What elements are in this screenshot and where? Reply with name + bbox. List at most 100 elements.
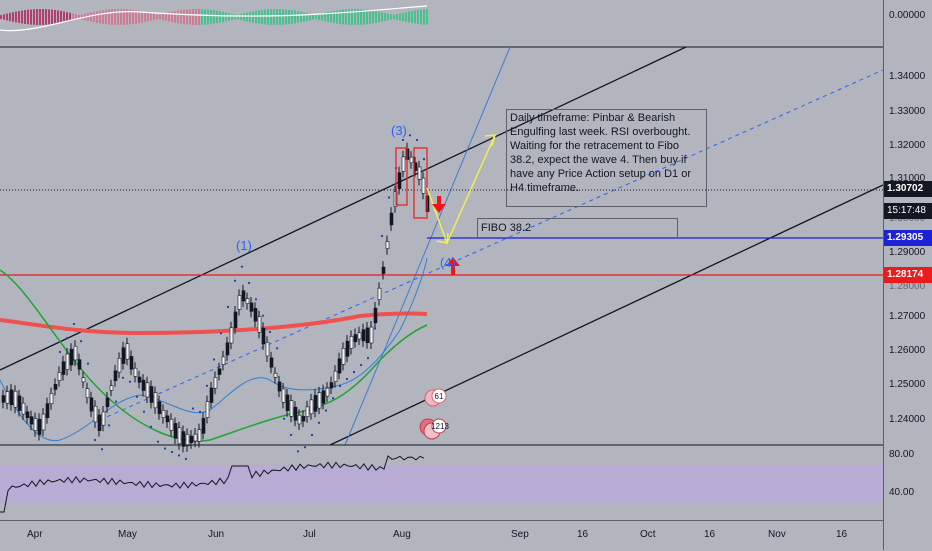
candle-body bbox=[33, 418, 38, 432]
macd-bar bbox=[378, 11, 380, 23]
psar-dot bbox=[149, 425, 153, 428]
psar-dot bbox=[177, 454, 181, 457]
candle-body bbox=[49, 393, 54, 405]
macd-bar bbox=[75, 14, 77, 20]
time-tick: Apr bbox=[27, 529, 43, 540]
candle-body bbox=[185, 434, 190, 447]
macd-bar bbox=[165, 13, 167, 21]
macd-bar bbox=[204, 9, 206, 25]
candle-body bbox=[273, 372, 278, 378]
price-axis[interactable]: 0.00000 1.34000 1.33000 1.32000 1.31000 … bbox=[883, 0, 932, 550]
analysis-note-box[interactable]: Daily timeframe: Pinbar & Bearish Engulf… bbox=[506, 109, 707, 207]
price-tick: 1.34000 bbox=[889, 71, 926, 82]
pinbar-highlight-box[interactable] bbox=[395, 147, 408, 206]
candle-body bbox=[113, 370, 118, 381]
psar-dot bbox=[212, 358, 216, 361]
macd-bar bbox=[387, 13, 389, 21]
candle-body bbox=[281, 388, 286, 403]
macd-bar bbox=[147, 12, 149, 22]
last-price-tag: 1.30702 bbox=[884, 181, 932, 197]
macd-bar bbox=[381, 12, 383, 22]
time-tick: 16 bbox=[577, 529, 589, 540]
candle-body bbox=[13, 390, 18, 408]
macd-bar bbox=[399, 13, 401, 21]
macd-bar bbox=[228, 13, 230, 21]
macd-bar bbox=[261, 9, 263, 25]
macd-bar bbox=[198, 9, 200, 25]
price-chart[interactable]: 61 1213 (1) (3) (4) bbox=[0, 0, 883, 520]
time-axis[interactable]: Apr May Jun Jul Aug Sep 16 Oct 16 Nov 16 bbox=[0, 520, 883, 551]
sell-arrow-icon bbox=[432, 196, 446, 213]
macd-bar bbox=[192, 9, 194, 25]
macd-bar bbox=[222, 11, 224, 23]
psar-dot bbox=[352, 370, 356, 374]
candle-body bbox=[265, 342, 270, 357]
macd-bar bbox=[417, 10, 419, 24]
candle-body bbox=[325, 387, 330, 397]
time-tick: Nov bbox=[768, 529, 786, 540]
channel-lower-line[interactable] bbox=[329, 184, 883, 446]
macd-bar bbox=[21, 10, 23, 24]
candle-body bbox=[89, 397, 94, 412]
time-tick: 16 bbox=[836, 529, 848, 540]
price-tick: 1.33000 bbox=[889, 106, 926, 117]
psar-dot bbox=[163, 447, 167, 450]
candle-body bbox=[173, 423, 178, 439]
macd-bar bbox=[111, 9, 113, 25]
macd-bar bbox=[150, 13, 152, 21]
macd-bar bbox=[282, 9, 284, 25]
event-badge-a-text: 61 bbox=[435, 392, 444, 401]
psar-dot bbox=[380, 234, 384, 238]
time-tick: Oct bbox=[640, 529, 656, 540]
macd-bar bbox=[159, 14, 161, 20]
projection-arrowhead bbox=[484, 134, 497, 147]
macd-bar bbox=[213, 10, 215, 24]
psar-dot bbox=[114, 400, 118, 403]
macd-bar bbox=[372, 10, 374, 24]
macd-bar bbox=[273, 9, 275, 25]
macd-bar bbox=[66, 12, 68, 22]
macd-bar bbox=[57, 10, 59, 24]
macd-bar bbox=[375, 11, 377, 23]
price-tick: 1.27000 bbox=[889, 311, 926, 322]
macd-bar bbox=[303, 12, 305, 22]
candle-body bbox=[385, 241, 390, 249]
candle-body bbox=[361, 329, 366, 342]
candle-body bbox=[369, 326, 374, 344]
psar-dot bbox=[128, 380, 132, 383]
macd-bar bbox=[69, 12, 71, 22]
macd-bar bbox=[300, 11, 302, 23]
trend-line-steep[interactable] bbox=[344, 46, 511, 446]
candle-body bbox=[9, 389, 14, 406]
candle-body bbox=[45, 403, 50, 419]
macd-bar bbox=[240, 13, 242, 21]
macd-bar bbox=[285, 9, 287, 25]
candle-body bbox=[161, 410, 166, 419]
macd-signal-line bbox=[0, 5, 428, 32]
candle-body bbox=[117, 358, 122, 373]
macd-bar bbox=[114, 9, 116, 25]
candle-body bbox=[221, 356, 226, 365]
engulfing-highlight-box[interactable] bbox=[413, 147, 428, 219]
candle-body bbox=[309, 399, 314, 415]
macd-bar bbox=[105, 9, 107, 25]
candle-body bbox=[277, 381, 282, 392]
price-tick: 1.26000 bbox=[889, 345, 926, 356]
candle-body bbox=[301, 416, 306, 422]
candle-body bbox=[197, 429, 202, 442]
psar-dot bbox=[170, 450, 174, 454]
candle-body bbox=[133, 367, 138, 377]
macd-bar bbox=[96, 11, 98, 23]
psar-dot bbox=[387, 196, 391, 199]
event-badge-icon[interactable]: 61 bbox=[424, 388, 447, 407]
channel-mid-dashed[interactable] bbox=[99, 69, 883, 421]
psar-dot bbox=[107, 424, 111, 427]
fibo-label-box[interactable]: FIBO 38.2 bbox=[477, 218, 678, 238]
event-calendar-badges[interactable]: 1213 bbox=[419, 418, 449, 440]
channel-upper-line[interactable] bbox=[0, 46, 687, 371]
time-tick: Aug bbox=[393, 529, 411, 540]
macd-bar bbox=[351, 9, 353, 25]
macd-bar bbox=[99, 10, 101, 24]
rsi-tick: 40.00 bbox=[889, 487, 915, 498]
